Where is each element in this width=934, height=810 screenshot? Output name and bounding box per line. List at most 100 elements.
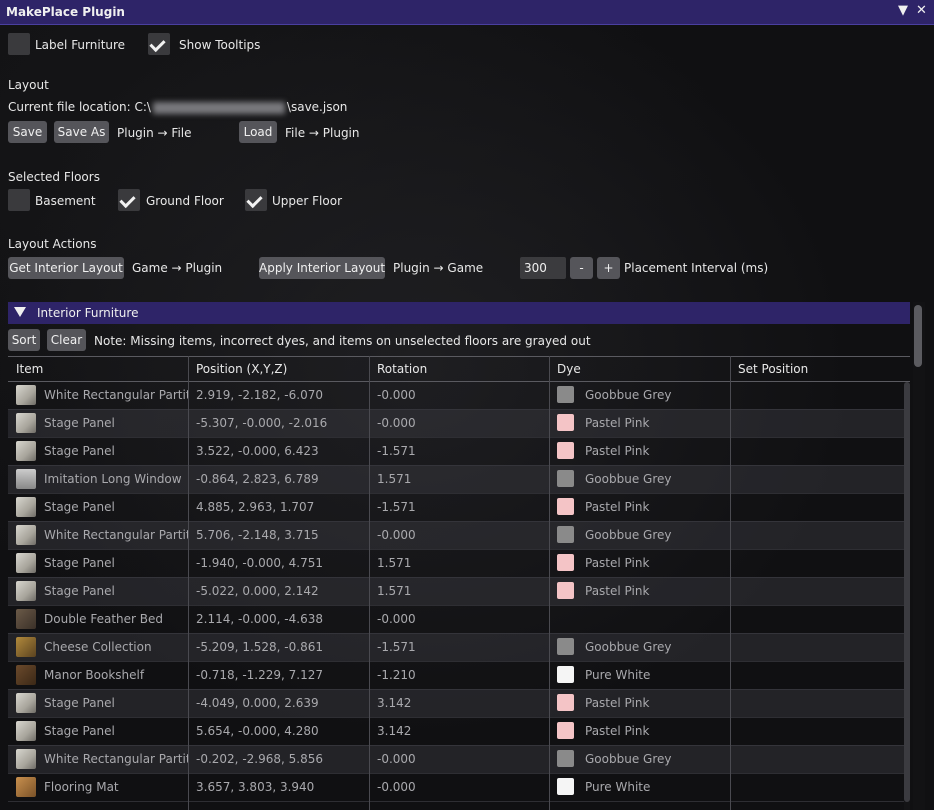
item-name: Cheese Collection bbox=[44, 640, 152, 654]
file-location-suffix: \save.json bbox=[286, 100, 348, 114]
item-dye: Goobbue Grey bbox=[585, 752, 672, 766]
column-header-rotation[interactable]: Rotation bbox=[377, 362, 428, 376]
table-row[interactable]: Cheese Collection -5.209, 1.528, -0.861 -1… bbox=[8, 633, 910, 662]
mat-icon bbox=[16, 777, 36, 797]
layout-actions-heading: Layout Actions bbox=[8, 237, 97, 251]
get-interior-layout-button[interactable]: Get Interior Layout bbox=[8, 257, 124, 279]
table-row[interactable]: Stage Panel -5.307, -0.000, -2.016 -0.000 P… bbox=[8, 409, 910, 438]
item-rotation: 1.571 bbox=[377, 556, 412, 570]
set-position-cell[interactable] bbox=[730, 381, 910, 409]
table-row[interactable]: Imitation Long Window -0.864, 2.823, 6.78… bbox=[8, 465, 910, 494]
table-row[interactable]: Stage Panel 3.522, -0.000, 6.423 -1.571 Pas… bbox=[8, 437, 910, 466]
ground-floor-checkbox[interactable] bbox=[118, 189, 140, 211]
set-position-cell[interactable] bbox=[730, 745, 910, 773]
table-row[interactable]: Stage Panel -5.022, 0.000, 2.142 1.571 Past… bbox=[8, 577, 910, 606]
placement-interval-label: Placement Interval (ms) bbox=[624, 261, 769, 275]
set-position-cell[interactable] bbox=[730, 633, 910, 661]
item-position: 2.919, -2.182, -6.070 bbox=[196, 388, 323, 402]
table-row[interactable]: White Rectangular Partiti 5.706, -2.148, … bbox=[8, 521, 910, 550]
set-position-cell[interactable] bbox=[730, 661, 910, 689]
item-name: Stage Panel bbox=[44, 696, 115, 710]
dye-swatch bbox=[557, 750, 574, 767]
table-row[interactable]: Double Feather Bed 2.114, -0.000, -4.638 -… bbox=[8, 605, 910, 634]
item-rotation: -0.000 bbox=[377, 780, 416, 794]
placement-interval-input[interactable]: 300 bbox=[520, 257, 566, 279]
table-row[interactable]: Manor Bookshelf -0.718, -1.229, 7.127 -1.2… bbox=[8, 661, 910, 690]
item-position: -5.022, 0.000, 2.142 bbox=[196, 584, 319, 598]
interior-furniture-header[interactable]: Interior Furniture bbox=[8, 302, 910, 324]
set-position-cell[interactable] bbox=[730, 605, 910, 633]
column-header-dye[interactable]: Dye bbox=[557, 362, 581, 376]
item-rotation: -1.571 bbox=[377, 640, 416, 654]
item-name: White Rectangular Partiti bbox=[44, 388, 188, 402]
interval-decrease-button[interactable]: - bbox=[570, 257, 593, 279]
get-hint: Game → Plugin bbox=[132, 261, 223, 275]
set-position-cell[interactable] bbox=[730, 549, 910, 577]
set-position-cell[interactable] bbox=[730, 689, 910, 717]
item-name: Stage Panel bbox=[44, 444, 115, 458]
title-bar[interactable]: MakePlace Plugin ▼ ✕ bbox=[0, 0, 934, 25]
shelf-icon bbox=[16, 665, 36, 685]
table-row[interactable]: White Rectangular Partiti 2.919, -2.182, … bbox=[8, 381, 910, 410]
column-header-item[interactable]: Item bbox=[16, 362, 44, 376]
window-scrollbar-thumb[interactable] bbox=[914, 305, 922, 367]
item-name: Stage Panel bbox=[44, 500, 115, 514]
set-position-cell[interactable] bbox=[730, 717, 910, 745]
item-position: -1.940, -0.000, 4.751 bbox=[196, 556, 323, 570]
panel-icon bbox=[16, 749, 36, 769]
collapse-icon[interactable]: ▼ bbox=[898, 3, 908, 18]
item-dye: Pure White bbox=[585, 668, 651, 682]
set-position-cell[interactable] bbox=[730, 437, 910, 465]
basement-checkbox[interactable] bbox=[8, 189, 30, 211]
panel-icon bbox=[16, 525, 36, 545]
table-row[interactable]: Stage Panel 4.885, 2.963, 1.707 -1.571 Past… bbox=[8, 493, 910, 522]
item-name: Manor Bookshelf bbox=[44, 668, 145, 682]
table-header: Item Position (X,Y,Z) Rotation Dye Set P… bbox=[8, 356, 910, 382]
clear-button[interactable]: Clear bbox=[47, 329, 86, 351]
dye-swatch bbox=[557, 386, 574, 403]
item-dye: Pastel Pink bbox=[585, 500, 650, 514]
upper-floor-checkbox[interactable] bbox=[245, 189, 267, 211]
panel-icon bbox=[16, 581, 36, 601]
show-tooltips-checkbox[interactable] bbox=[148, 33, 170, 55]
item-position: -0.864, 2.823, 6.789 bbox=[196, 472, 319, 486]
table-row[interactable]: Stage Panel 5.654, -0.000, 4.280 3.142 Past… bbox=[8, 717, 910, 746]
label-furniture-checkbox[interactable] bbox=[8, 33, 30, 55]
set-position-cell[interactable] bbox=[730, 773, 910, 801]
table-row[interactable]: Stage Panel -1.940, -0.000, 4.751 1.571 Pas… bbox=[8, 549, 910, 578]
item-position: 4.885, 2.963, 1.707 bbox=[196, 500, 315, 514]
dye-swatch bbox=[557, 778, 574, 795]
dye-swatch bbox=[557, 666, 574, 683]
interval-increase-button[interactable]: + bbox=[597, 257, 620, 279]
column-divider bbox=[730, 356, 731, 810]
column-header-position[interactable]: Position (X,Y,Z) bbox=[196, 362, 288, 376]
save-as-button[interactable]: Save As bbox=[54, 121, 109, 143]
panel-icon bbox=[16, 553, 36, 573]
item-dye: Goobbue Grey bbox=[585, 388, 672, 402]
sort-button[interactable]: Sort bbox=[8, 329, 40, 351]
item-name: Stage Panel bbox=[44, 556, 115, 570]
item-dye: Goobbue Grey bbox=[585, 640, 672, 654]
set-position-cell[interactable] bbox=[730, 409, 910, 437]
window-scrollbar[interactable] bbox=[913, 302, 925, 810]
save-button[interactable]: Save bbox=[8, 121, 47, 143]
load-button[interactable]: Load bbox=[239, 121, 277, 143]
column-header-set-position[interactable]: Set Position bbox=[738, 362, 809, 376]
table-row[interactable]: Stage Panel -4.049, 0.000, 2.639 3.142 Past… bbox=[8, 689, 910, 718]
apply-interior-layout-button[interactable]: Apply Interior Layout bbox=[259, 257, 385, 279]
set-position-cell[interactable] bbox=[730, 521, 910, 549]
table-row[interactable]: White Rectangular Partiti -0.202, -2.968,… bbox=[8, 745, 910, 774]
show-tooltips-label: Show Tooltips bbox=[179, 38, 261, 52]
set-position-cell[interactable] bbox=[730, 465, 910, 493]
save-hint: Plugin → File bbox=[117, 126, 192, 140]
close-icon[interactable]: ✕ bbox=[916, 3, 927, 18]
table-row[interactable]: Flooring Mat 3.657, 3.803, 3.940 -0.000 Pur… bbox=[8, 773, 910, 802]
column-divider bbox=[549, 356, 550, 810]
item-position: -4.049, 0.000, 2.639 bbox=[196, 696, 319, 710]
item-position: 2.114, -0.000, -4.638 bbox=[196, 612, 323, 626]
set-position-cell[interactable] bbox=[730, 577, 910, 605]
collapse-arrow-icon bbox=[14, 307, 26, 317]
table-scrollbar-thumb[interactable] bbox=[904, 382, 910, 802]
set-position-cell[interactable] bbox=[730, 493, 910, 521]
